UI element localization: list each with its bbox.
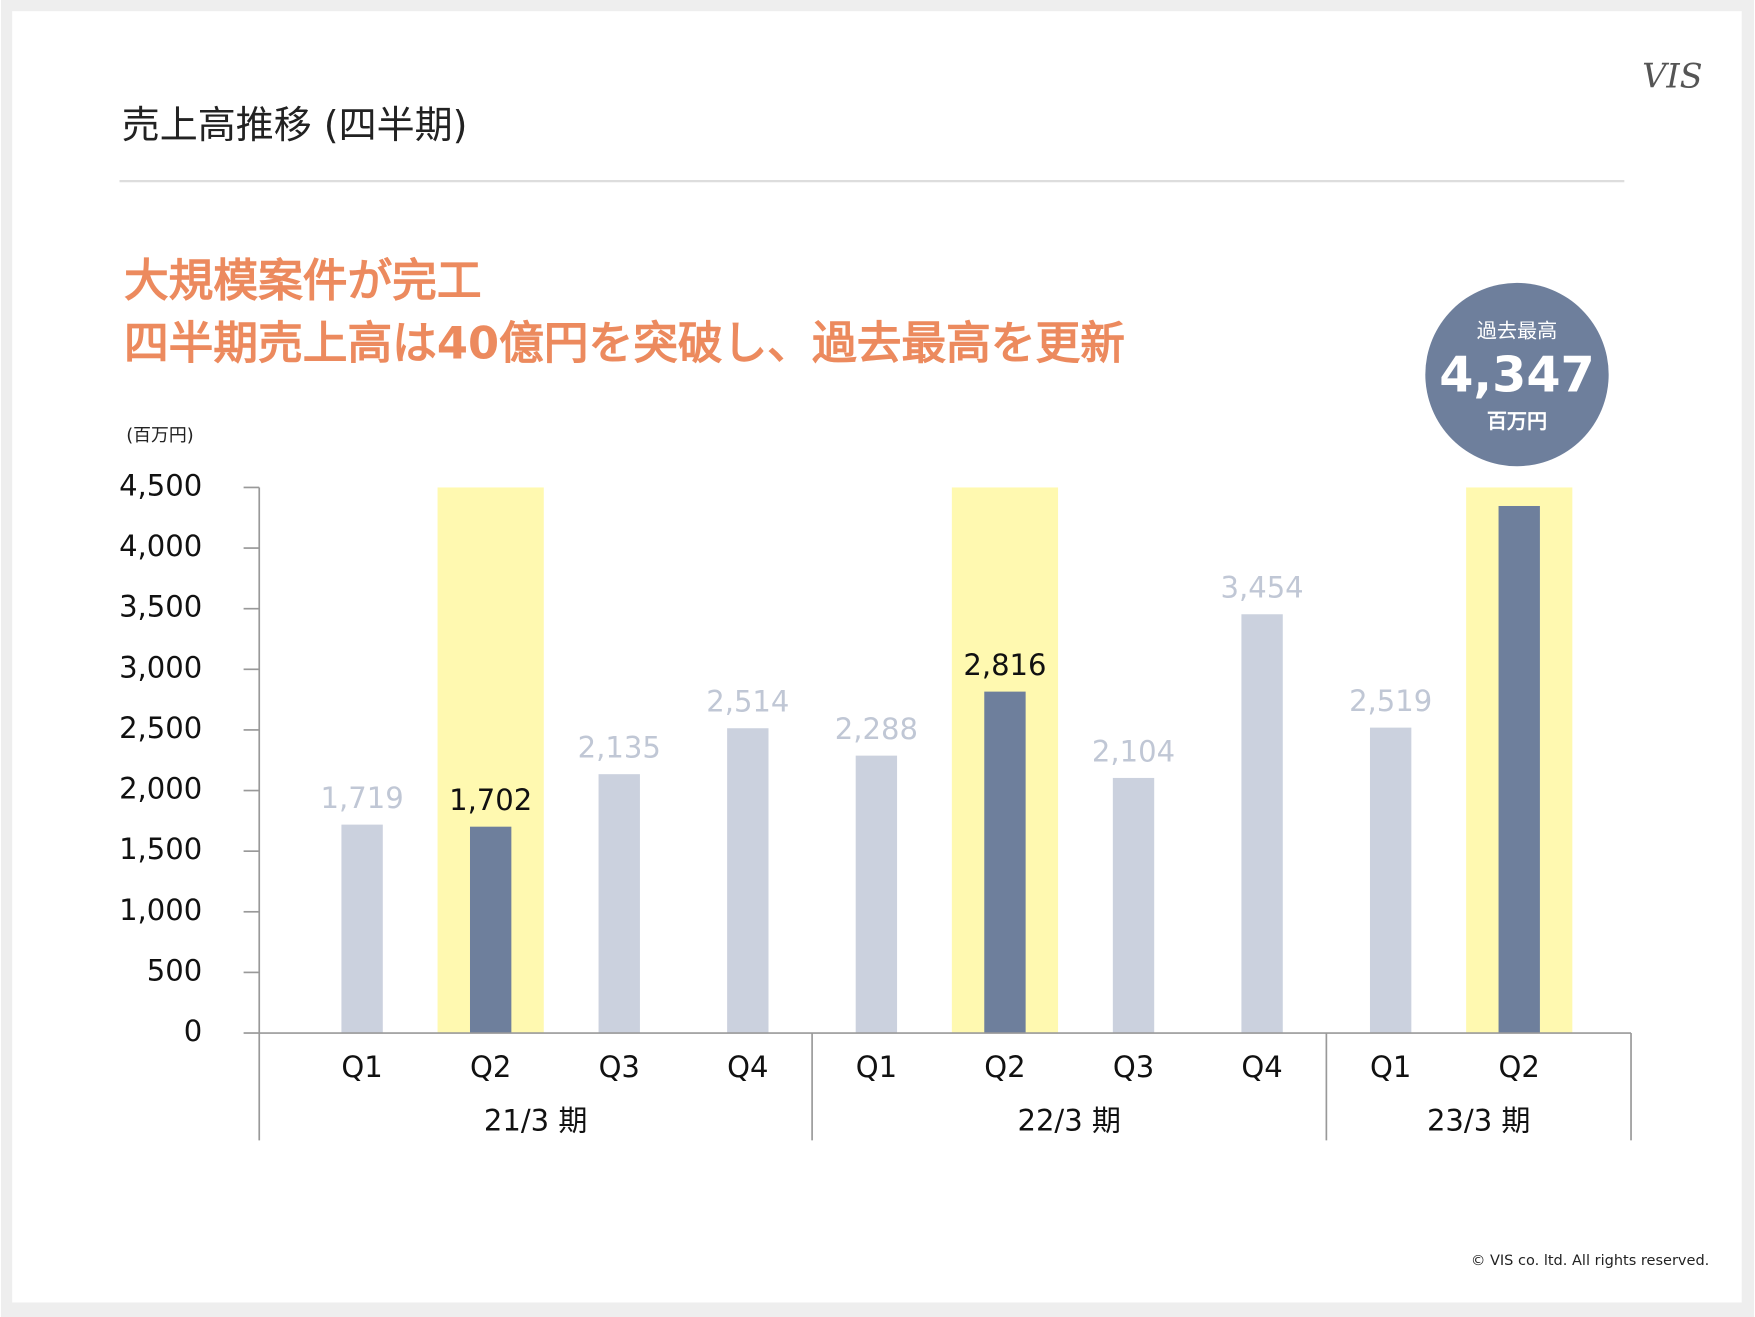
x-tick-label: Q2 (984, 1050, 1025, 1084)
y-tick-label: 3,000 (119, 650, 202, 684)
y-unit: (百万円) (126, 425, 194, 446)
logo: VIS (1642, 56, 1702, 95)
group-label: 23/3 期 (1427, 1103, 1531, 1137)
y-tick-label: 4,500 (119, 468, 202, 502)
x-tick-label: Q4 (1241, 1050, 1282, 1084)
x-tick-label: Q1 (341, 1050, 382, 1084)
bar (1369, 727, 1412, 1034)
headline: 大規模案件が完工 (124, 254, 482, 307)
badge-bottom: 百万円 (1487, 409, 1547, 433)
value-label: 2,816 (963, 648, 1046, 682)
value-label: 2,519 (1349, 684, 1432, 718)
y-tick-label: 500 (147, 953, 202, 987)
headline: 四半期売上高は40億円を突破し、過去最高を更新 (124, 317, 1125, 370)
bar (984, 691, 1026, 1034)
bar (727, 728, 769, 1034)
x-tick-label: Q2 (1499, 1050, 1540, 1084)
y-tick-label: 3,500 (119, 590, 202, 624)
value-label: 2,104 (1092, 734, 1175, 768)
x-tick-label: Q2 (470, 1050, 511, 1084)
slide-bg (12, 11, 1742, 1303)
x-tick-label: Q3 (1113, 1050, 1154, 1084)
y-tick-label: 0 (184, 1014, 202, 1048)
group-label: 21/3 期 (484, 1103, 588, 1137)
value-label: 1,702 (449, 783, 532, 817)
bar (341, 824, 383, 1034)
value-label: 1,719 (321, 781, 404, 815)
y-tick-label: 1,500 (119, 832, 202, 866)
footer: © VIS co. ltd. All rights reserved. (1471, 1253, 1709, 1269)
bar (1498, 505, 1540, 1034)
y-tick-label: 4,000 (119, 529, 202, 563)
x-tick-label: Q1 (856, 1050, 897, 1084)
x-tick-label: Q1 (1370, 1050, 1411, 1084)
badge (1425, 282, 1609, 467)
bar (598, 774, 640, 1034)
bar (855, 755, 898, 1034)
y-tick-label: 2,000 (119, 772, 202, 806)
badge-value: 4,347 (1439, 345, 1595, 403)
badge-top: 過去最高 (1477, 319, 1557, 343)
bar (469, 826, 512, 1034)
value-label: 2,514 (706, 685, 789, 719)
bar (1241, 614, 1283, 1034)
y-tick-label: 1,000 (119, 893, 202, 927)
group-label: 22/3 期 (1017, 1103, 1121, 1137)
x-tick-label: Q3 (599, 1050, 640, 1084)
y-tick-label: 2,500 (119, 711, 202, 745)
title: 売上高推移 (四半期) (122, 103, 468, 147)
value-label: 2,288 (835, 712, 918, 746)
value-label: 2,135 (578, 731, 661, 765)
x-tick-label: Q4 (727, 1050, 768, 1084)
bar (1112, 777, 1155, 1034)
value-label: 3,454 (1221, 571, 1304, 605)
